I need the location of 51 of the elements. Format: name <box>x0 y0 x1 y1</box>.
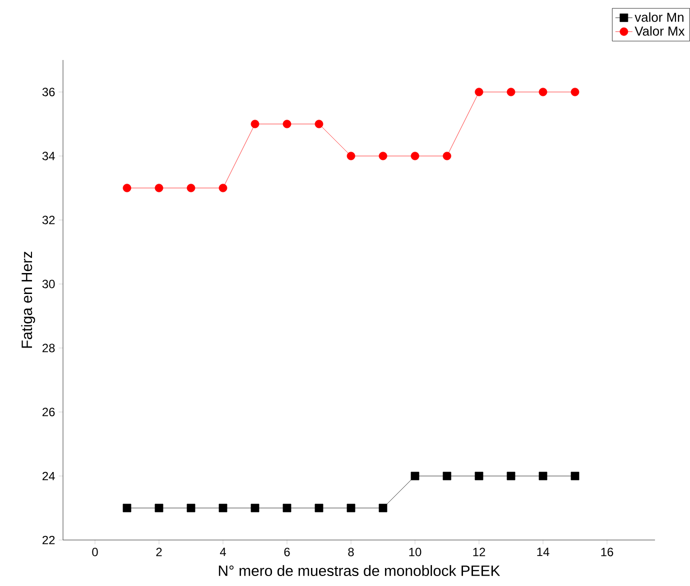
point <box>474 472 484 480</box>
y-tick-label: 28 <box>42 344 55 352</box>
x-tick-label: 0 <box>92 548 98 556</box>
x-tick-label: 14 <box>537 548 550 556</box>
point <box>442 472 452 480</box>
y-tick-label: 22 <box>42 536 55 544</box>
point <box>314 504 324 512</box>
point <box>442 152 452 160</box>
point <box>250 120 260 128</box>
point <box>282 504 292 512</box>
y-axis-title: Fatiga en Herz <box>21 252 36 348</box>
x-tick-label: 6 <box>284 548 290 556</box>
point <box>122 184 132 192</box>
point <box>570 472 580 480</box>
point <box>474 88 484 96</box>
point <box>218 504 228 512</box>
y-tick-label: 36 <box>42 88 55 96</box>
point <box>250 504 260 512</box>
y-tick-label: 34 <box>42 152 55 160</box>
point <box>346 504 356 512</box>
legend-label: valor Mn <box>634 12 684 22</box>
y-tick-label: 26 <box>42 408 55 416</box>
point <box>538 88 548 96</box>
point <box>186 184 196 192</box>
point <box>378 152 388 160</box>
point <box>506 88 516 96</box>
y-tick-label: 30 <box>42 280 55 288</box>
point <box>282 120 292 128</box>
point <box>506 472 516 480</box>
x-tick-label: 8 <box>348 548 354 556</box>
point <box>410 472 420 480</box>
point <box>570 88 580 96</box>
point <box>154 504 164 512</box>
point <box>346 152 356 160</box>
x-tick-label: 10 <box>409 548 422 556</box>
point <box>186 504 196 512</box>
point <box>538 472 548 480</box>
point <box>218 184 228 192</box>
x-tick-label: 2 <box>156 548 162 556</box>
x-tick-label: 16 <box>601 548 614 556</box>
point <box>154 184 164 192</box>
point <box>314 120 324 128</box>
y-tick-label: 24 <box>42 472 55 480</box>
x-axis-title: N° mero de muestras de monoblock PEEK <box>218 565 500 576</box>
legend-label: Valor Mx <box>634 26 685 36</box>
x-tick-label: 4 <box>220 548 226 556</box>
point <box>378 504 388 512</box>
y-tick-label: 32 <box>42 216 55 224</box>
x-tick-label: 12 <box>473 548 486 556</box>
point <box>122 504 132 512</box>
point <box>410 152 420 160</box>
